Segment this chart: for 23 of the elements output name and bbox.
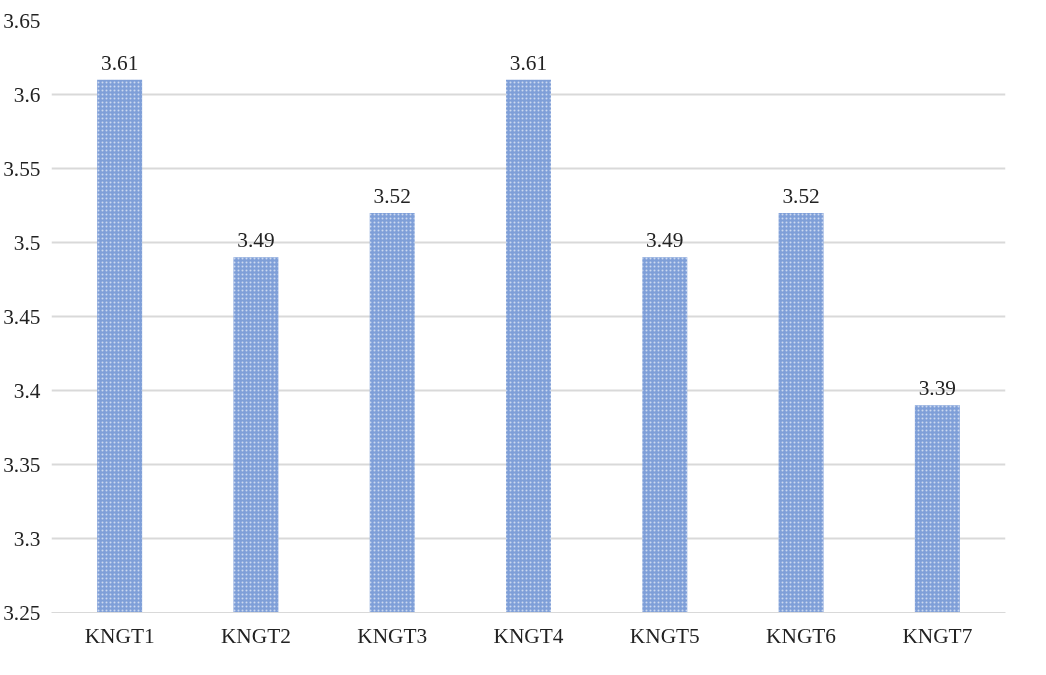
y-tick-label: 3.25 (3, 600, 41, 625)
y-tick-label: 3.5 (13, 230, 41, 255)
data-label: 3.61 (509, 50, 548, 75)
y-tick-label: 3.55 (3, 156, 41, 181)
data-label: 3.39 (918, 376, 957, 401)
y-tick-label: 3.45 (3, 304, 41, 329)
x-tick-label: KNGT4 (493, 623, 564, 648)
x-tick-label: KNGT3 (357, 623, 428, 648)
y-tick-label: 3.4 (13, 378, 41, 403)
x-tick-label: KNGT2 (220, 623, 291, 648)
data-label: 3.52 (373, 183, 411, 208)
y-tick-label: 3.35 (3, 452, 41, 477)
x-tick-label: KNGT1 (84, 623, 155, 648)
data-label: 3.52 (782, 183, 820, 208)
data-label: 3.61 (100, 50, 139, 75)
x-tick-label: KNGT6 (766, 623, 837, 648)
y-tick-label: 3.3 (13, 526, 41, 551)
x-tick-label: KNGT5 (629, 623, 700, 648)
x-tick-label: KNGT7 (902, 623, 973, 648)
data-label: 3.49 (646, 228, 684, 253)
y-tick-label: 3.65 (3, 8, 41, 33)
data-label: 3.49 (237, 228, 275, 253)
y-tick-label: 3.6 (13, 82, 41, 107)
